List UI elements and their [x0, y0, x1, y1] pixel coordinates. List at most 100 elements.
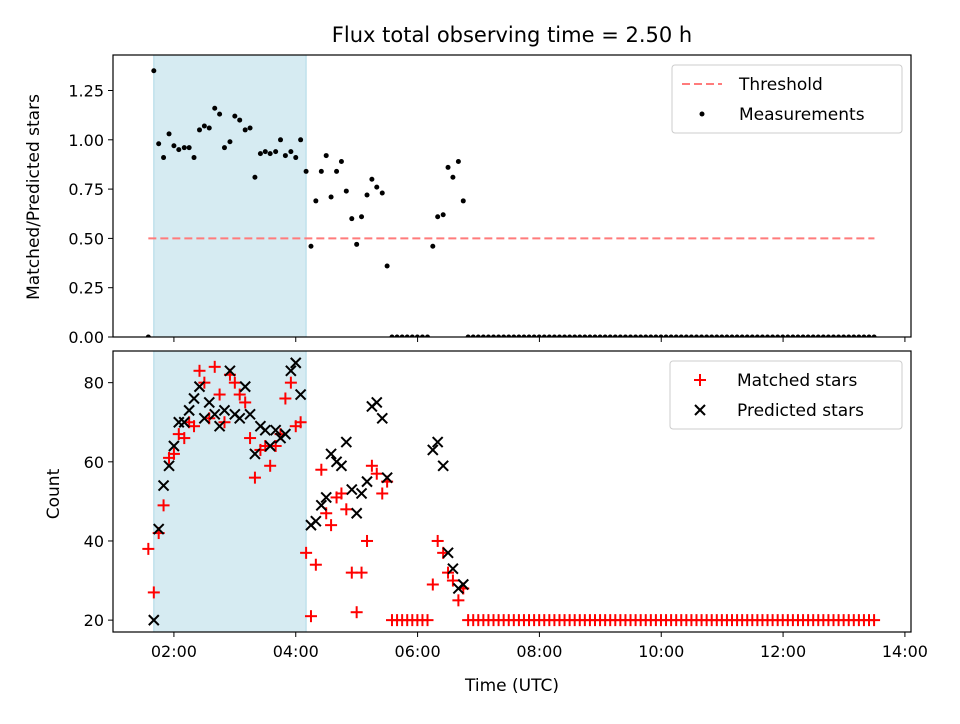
measurement-point: [871, 334, 877, 337]
predicted-star-point: [209, 408, 221, 421]
predicted-star-point-stroke: [346, 483, 358, 496]
predicted-star-point-stroke: [442, 547, 454, 559]
measurement-point: [815, 334, 821, 337]
matched-star-point: [452, 594, 465, 607]
measurement-point: [658, 334, 664, 337]
measurement-point: [663, 334, 669, 337]
measurement-point: [800, 334, 806, 337]
predicted-star-point-stroke: [209, 408, 221, 421]
top-y-tick-label: 1.25: [68, 81, 104, 100]
measurement-point: [587, 334, 593, 337]
measurement-point: [688, 334, 694, 337]
bottom-chart-ylabel: Count: [44, 468, 64, 519]
measurement-point: [653, 334, 659, 337]
measurement-point: [830, 334, 836, 337]
measurement-point: [328, 194, 334, 200]
top-y-tick-label: 0.75: [68, 180, 104, 199]
top-y-tick-label: 0.25: [68, 279, 104, 298]
measurement-point: [425, 334, 431, 337]
matched-star-point: [335, 487, 348, 500]
matched-star-point: [264, 459, 277, 472]
measurement-point: [212, 105, 218, 111]
measurement-point: [546, 334, 552, 337]
matched-star-point: [228, 376, 241, 389]
predicted-star-point: [259, 424, 271, 436]
matched-star-point: [213, 388, 226, 401]
measurement-point: [592, 334, 598, 337]
predicted-star-point-stroke: [361, 475, 373, 488]
measurement-point: [455, 158, 461, 164]
matched-star-point: [376, 487, 389, 500]
predicted-star-point-stroke: [218, 404, 231, 417]
measurement-point: [440, 212, 446, 218]
measurement-point: [572, 334, 578, 337]
measurement-point: [536, 334, 542, 337]
predicted-star-point: [279, 428, 292, 440]
matched-star-point: [193, 364, 206, 377]
measurement-point: [714, 334, 720, 337]
bottom-series-extra-2: [462, 614, 881, 627]
predicted-star-point-stroke: [224, 365, 236, 377]
measurement-point: [825, 334, 831, 337]
predicted-star-point-stroke: [188, 392, 200, 405]
legend-predicted-stars-label: Predicted stars: [737, 401, 864, 421]
predicted-star-point: [442, 547, 454, 559]
top-chart-title: Flux total observing time = 2.50 h: [332, 23, 692, 47]
matched-star-point: [248, 471, 261, 484]
measurement-point: [597, 334, 603, 337]
measurement-point: [460, 198, 466, 204]
matched-star-point: [340, 503, 353, 516]
measurement-point: [602, 334, 608, 337]
measurement-point: [166, 131, 172, 137]
legend-measurements-label: Measurements: [739, 105, 865, 125]
measurement-point: [145, 334, 151, 337]
bottom-chart-panel: 02:00 04:00 06:00 08:00 10:00 12:00 14:00 20 40 6…: [84, 350, 928, 661]
predicted-star-point: [178, 416, 190, 428]
measurement-point: [617, 334, 623, 337]
matched-star-point: [233, 388, 246, 401]
predicted-star-point: [376, 412, 388, 424]
measurement-point: [668, 334, 674, 337]
measurement-point: [699, 334, 705, 337]
measurement-point: [384, 263, 390, 269]
measurement-point: [237, 117, 243, 123]
predicted-star-point: [264, 440, 276, 452]
measurement-point: [435, 214, 441, 220]
measurement-point: [303, 168, 309, 174]
predicted-star-point: [447, 562, 459, 575]
bottom-shaded-span: [153, 351, 307, 632]
bottom-axes-frame: [112, 350, 912, 633]
measurement-point: [247, 125, 253, 131]
matched-star-point: [294, 416, 307, 429]
measurement-point: [156, 141, 162, 147]
predicted-star-point: [310, 515, 322, 527]
bottom-plot-area: [142, 351, 881, 632]
matched-star-point: [370, 467, 383, 480]
measurement-point: [648, 334, 654, 337]
measurement-point: [171, 143, 177, 149]
predicted-star-point: [290, 357, 302, 369]
measurement-point: [719, 334, 725, 337]
predicted-star-point-stroke: [315, 499, 328, 512]
predicted-star-point: [285, 365, 297, 377]
bottom-series-predicted-stars: [148, 357, 469, 626]
predicted-star-point: [437, 460, 449, 472]
measurement-point: [856, 334, 862, 337]
measurement-point: [496, 334, 502, 337]
matched-star-point: [208, 360, 221, 373]
top-plot-area: [145, 55, 877, 337]
predicted-star-point-stroke: [163, 460, 175, 472]
predicted-star-point-stroke: [213, 420, 226, 432]
measurement-point: [775, 334, 781, 337]
measurement-point: [673, 334, 679, 337]
predicted-star-point-stroke: [350, 507, 363, 519]
predicted-star-point-stroke: [168, 440, 180, 452]
predicted-star-point: [431, 436, 444, 448]
predicted-star-point-stroke: [148, 614, 160, 626]
predicted-star-point-stroke: [244, 408, 256, 421]
predicted-star-point: [218, 404, 231, 417]
measurement-point: [607, 334, 613, 337]
predicted-star-point-stroke: [269, 424, 282, 436]
predicted-star-point: [213, 420, 226, 432]
bottom-x-tick-label: 04:00: [273, 642, 319, 661]
